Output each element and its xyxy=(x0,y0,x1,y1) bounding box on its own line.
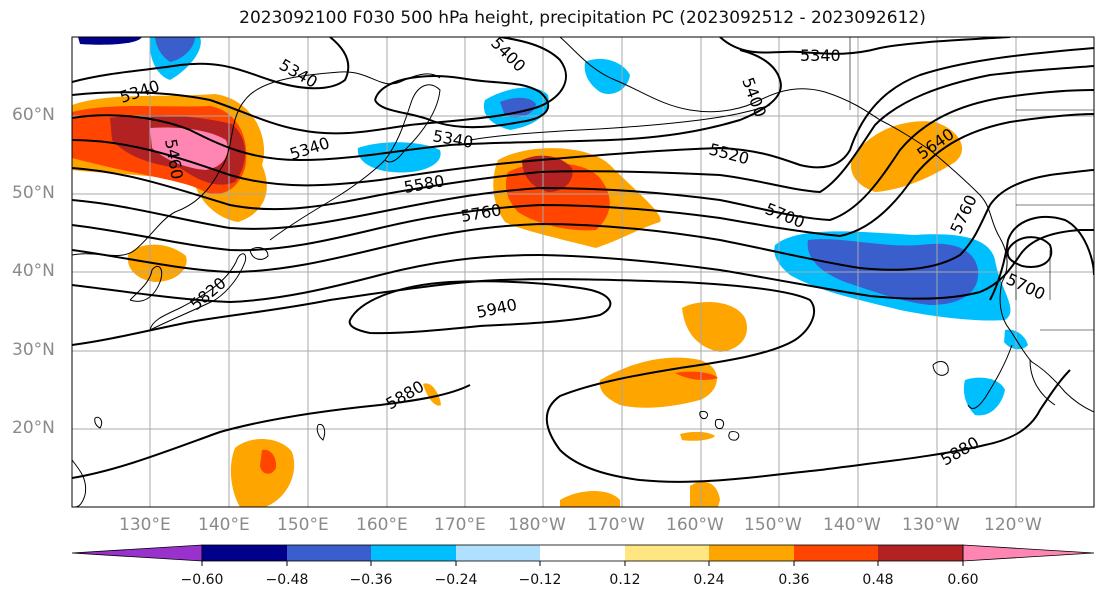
graticule xyxy=(72,37,1094,507)
lon-label: 160°E xyxy=(356,515,408,535)
contour-5940 xyxy=(348,280,612,335)
contour-label: 5340 xyxy=(800,46,841,65)
island-2 xyxy=(316,423,326,441)
colorbar-frame xyxy=(201,544,964,562)
colorbar-extend-low xyxy=(71,544,203,562)
contour-5400-a xyxy=(72,37,567,135)
map-title: 2023092100 F030 500 hPa height, precipit… xyxy=(239,8,926,28)
shade-goa-orange xyxy=(850,121,963,192)
coastlines xyxy=(72,37,1094,507)
colorbar-tick-label: −0.12 xyxy=(518,572,562,588)
coast-us-west xyxy=(999,281,1094,413)
shade-subtrop-a xyxy=(599,357,717,408)
coast-canada-bc xyxy=(999,237,1008,283)
colorbar-ticks xyxy=(201,561,964,566)
contour-5460 xyxy=(72,49,782,162)
shade-subtrop-d xyxy=(680,431,715,441)
shade-aleutian-blue xyxy=(500,97,536,118)
coast-japan xyxy=(149,253,247,331)
lat-label: 40°N xyxy=(12,261,55,281)
colorbar-segment xyxy=(709,545,794,561)
colorbar-segment xyxy=(625,545,709,561)
colorbar-segment xyxy=(287,545,371,561)
shade-bering-darkred xyxy=(522,155,573,192)
shade-subtrop-b xyxy=(682,302,748,352)
colorbar-tick-label: 0.36 xyxy=(778,572,810,588)
lat-label: 20°N xyxy=(12,418,55,438)
shade-siberia-blue xyxy=(155,37,195,62)
lon-label: 140°E xyxy=(198,515,250,535)
coast-korea xyxy=(129,266,163,302)
colorbar-segment xyxy=(202,545,287,561)
colorbar-segment xyxy=(456,545,540,561)
lon-label: 170°E xyxy=(434,515,486,535)
contour-5700 xyxy=(72,113,1094,252)
colorbar-tick-label: −0.36 xyxy=(349,572,393,588)
lat-label: 60°N xyxy=(12,105,55,125)
contour-5880-west xyxy=(72,384,471,479)
lat-label: 50°N xyxy=(12,183,55,203)
coast-east-asia xyxy=(72,71,441,257)
island-1 xyxy=(932,361,949,376)
lon-label: 150°W xyxy=(744,515,802,535)
contour-5340-aleutian xyxy=(374,75,550,129)
shade-subtrop-a-red xyxy=(675,371,718,381)
coast-mexico xyxy=(1029,359,1056,406)
colorbar-tick-label: 0.48 xyxy=(862,572,894,588)
contour-5760 xyxy=(72,169,1094,274)
contour-5820 xyxy=(72,229,1094,304)
coast-alaska xyxy=(559,37,1001,239)
lon-label: 130°W xyxy=(902,515,960,535)
contour-5760-low xyxy=(1006,236,1053,268)
contour-5340-north xyxy=(719,37,1011,55)
contour-5880 xyxy=(72,278,1071,483)
lon-label: 150°E xyxy=(277,515,329,535)
colorbar-segment xyxy=(540,545,625,561)
contour-5340-west xyxy=(72,37,350,90)
colorbar-tick-label: 0.24 xyxy=(693,572,725,588)
colorbar-tick-label: 0.60 xyxy=(947,572,979,588)
lon-label: 180°W xyxy=(508,515,566,535)
coast-hokkaido xyxy=(249,247,269,260)
map-plot: 5340 5340 5340 5340 5340 5460 5400 5400 … xyxy=(71,36,1095,508)
shade-socal-sky xyxy=(963,377,1005,416)
shade-subtrop-c xyxy=(230,439,295,507)
contour-5520 xyxy=(72,47,1094,187)
contour-5700-low xyxy=(989,215,1094,301)
lon-label: 160°W xyxy=(666,515,724,535)
colorbar-tick-label: 0.12 xyxy=(609,572,641,588)
coast-kamchatka xyxy=(384,84,441,163)
colorbar-segment xyxy=(794,545,878,561)
shade-subtrop-e xyxy=(560,491,620,507)
height-contours xyxy=(72,37,1094,483)
contour-5580 xyxy=(72,65,1094,211)
colorbar-tick-label: −0.60 xyxy=(180,572,224,588)
colorbar-tick-label: −0.48 xyxy=(265,572,309,588)
colorbar-tick-label: −0.24 xyxy=(434,572,478,588)
contour-5640 xyxy=(72,89,1094,230)
coast-aleutians xyxy=(469,104,771,141)
lon-label: 120°W xyxy=(984,515,1042,535)
lon-label: 170°W xyxy=(587,515,645,535)
colorbar-segment xyxy=(371,545,456,561)
coast-taiwan xyxy=(94,416,103,429)
lon-label: 140°W xyxy=(823,515,881,535)
lon-label: 130°E xyxy=(119,515,171,535)
shade-subtrop-g xyxy=(423,383,441,406)
plot-frame xyxy=(71,36,1095,508)
shade-siberia-navy xyxy=(78,37,142,45)
lat-label: 30°N xyxy=(12,340,55,360)
colorbar-segment xyxy=(878,545,963,561)
colorbar-extend-high xyxy=(962,544,1095,562)
shade-subtrop-c-red xyxy=(260,449,277,474)
coast-baja xyxy=(967,344,1013,409)
coast-philippines xyxy=(72,459,87,507)
shade-subtrop-f xyxy=(690,481,720,507)
coast-hawaii xyxy=(699,411,740,441)
